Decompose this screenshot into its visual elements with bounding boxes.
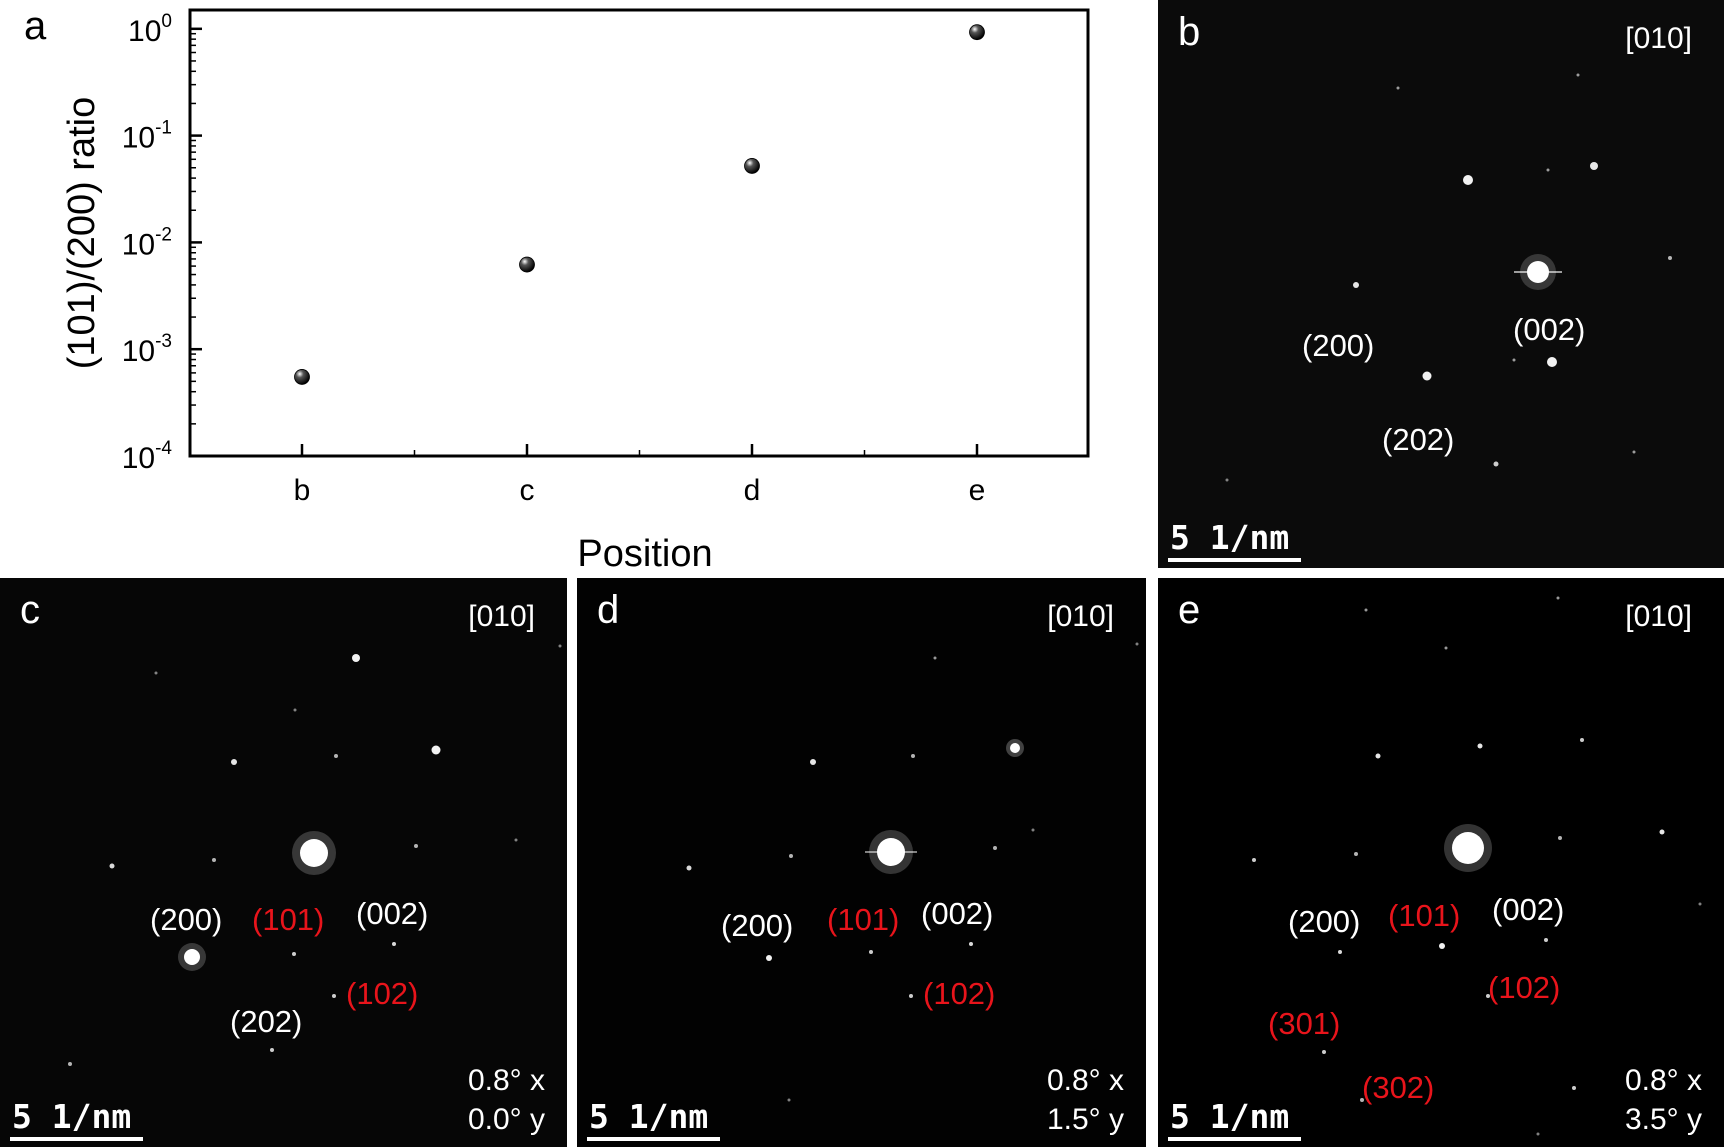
scale-bar: 5 1/nm [1168,1100,1301,1141]
tilt-x: 0.8° x [467,1064,545,1097]
scale-bar-label: 5 1/nm [589,1097,709,1136]
reflection-label-002: (002) [1513,312,1586,347]
reflection-label-200: (200) [721,908,794,943]
diffraction-spots [0,578,567,1147]
diffraction-panel-e: e [010] (200) (101) (002) (102) (301) (3… [1158,578,1724,1147]
x-tick-label: c [520,474,535,507]
reflection-label-102: (102) [1488,970,1561,1005]
plot-frame [188,8,1090,458]
reflection-label-202: (202) [1382,422,1455,457]
data-point [294,369,310,385]
reflection-label-002: (002) [356,896,429,931]
scale-bar: 5 1/nm [587,1100,720,1141]
tilt-readout: 0.8° x 1.5° y [1047,1061,1124,1139]
scale-bar-line [587,1137,720,1141]
scale-bar-line [1168,558,1301,562]
reflection-label-002: (002) [1492,892,1565,927]
y-tick-label: 10-1 [122,118,172,155]
x-tick-label: d [744,474,761,507]
data-point [969,24,985,41]
scale-bar-label: 5 1/nm [1170,518,1290,557]
reflection-label-302: (302) [1362,1070,1435,1105]
reflection-label-102: (102) [346,976,419,1011]
reflection-label-101: (101) [252,902,325,937]
panel-letter: e [1178,588,1201,632]
diffraction-spots [577,578,1146,1147]
reflection-label-202: (202) [230,1004,303,1039]
panel-letter: d [597,588,620,632]
y-tick-label: 10-2 [122,224,172,261]
x-axis-label: Position [577,533,712,575]
tilt-readout: 0.8° x 0.0° y [468,1061,545,1139]
diffraction-panel-b: b [010] (200) (002) (202) 5 1/nm [1158,0,1724,568]
panel-a-letter: a [24,4,47,48]
zone-axis-label: [010] [1625,22,1692,55]
tilt-y: 3.5° y [1624,1103,1702,1136]
diffraction-spots [1158,578,1724,1147]
tilt-readout: 0.8° x 3.5° y [1625,1061,1702,1139]
y-tick-label: 10-4 [122,438,173,475]
x-tick-label: e [969,474,986,507]
reflection-label-200: (200) [1302,328,1375,363]
diffraction-spots [1158,0,1724,568]
scale-bar-line [10,1137,143,1141]
scale-bar: 5 1/nm [10,1100,143,1141]
data-point [744,158,760,174]
tilt-y: 1.5° y [1046,1103,1124,1136]
tilt-x: 0.8° x [1046,1064,1124,1097]
data-point [519,256,535,273]
reflection-label-002: (002) [921,896,994,931]
tilt-x: 0.8° x [1624,1064,1702,1097]
reflection-label-101: (101) [827,902,900,937]
x-tick-label: b [294,474,311,507]
zone-axis-label: [010] [1047,600,1114,633]
reflection-label-101: (101) [1388,898,1461,933]
reflection-label-200: (200) [1288,904,1361,939]
panel-letter: b [1178,10,1201,54]
tilt-y: 0.0° y [467,1103,545,1136]
scale-bar-label: 5 1/nm [1170,1097,1290,1136]
scale-bar: 5 1/nm [1168,521,1301,562]
ratio-scatter-chart: 100 10-1 10-2 10-3 10-4 b c d e Position (101)/(20… [61,8,1090,575]
scale-bar-label: 5 1/nm [12,1097,132,1136]
y-tick-label: 10-3 [122,331,172,368]
panel-letter: c [20,588,40,632]
diffraction-panel-d: d [010] (200) (101) (002) (102) 0.8° x 1… [577,578,1146,1147]
zone-axis-label: [010] [1625,600,1692,633]
y-tick-label: 100 [128,11,172,48]
zone-axis-label: [010] [468,600,535,633]
reflection-label-200: (200) [150,902,223,937]
scale-bar-line [1168,1137,1301,1141]
y-axis-label: (101)/(200) ratio [61,97,103,369]
reflection-label-102: (102) [923,976,996,1011]
reflection-label-301: (301) [1268,1006,1341,1041]
diffraction-panel-c: c [010] (200) (101) (002) (102) (202) 0.… [0,578,567,1147]
